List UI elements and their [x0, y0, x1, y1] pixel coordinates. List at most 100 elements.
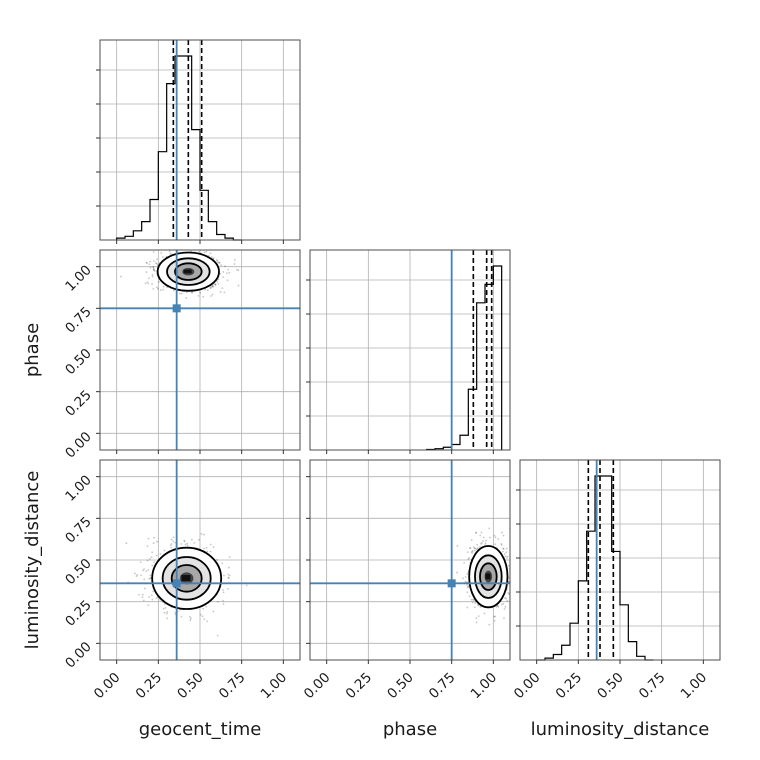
joint-geocent-time-vs-luminosity-distance-sample [189, 619, 192, 622]
joint-phase-vs-luminosity-distance-sample [473, 606, 476, 609]
joint-phase-vs-luminosity-distance-sample [470, 598, 473, 601]
joint-geocent-time-vs-phase-sample [197, 294, 200, 297]
joint-geocent-time-vs-luminosity-distance-sample [223, 574, 225, 577]
joint-phase-vs-luminosity-distance-sample [502, 547, 505, 550]
joint-geocent-time-vs-luminosity-distance-sample [170, 543, 173, 545]
joint-geocent-time-vs-phase-sample [172, 245, 174, 247]
joint-geocent-time-vs-phase-sample [172, 289, 175, 292]
ylabel-luminosity-distance: luminosity_distance [22, 471, 43, 650]
joint-geocent-time-vs-phase-sample [211, 284, 214, 287]
joint-geocent-time-vs-luminosity-distance-sample [153, 536, 155, 539]
xlabel-phase: phase [383, 719, 437, 740]
joint-phase-vs-luminosity-distance-sample [484, 542, 487, 545]
joint-geocent-time-vs-luminosity-distance-sample [138, 593, 140, 596]
joint-geocent-time-vs-phase-ytick-label-4: 1.00 [62, 262, 95, 295]
joint-phase-vs-luminosity-distance-sample [517, 574, 519, 576]
joint-phase-vs-luminosity-distance-sample [508, 576, 510, 579]
joint-geocent-time-vs-luminosity-distance-sample [183, 540, 186, 543]
joint-geocent-time-vs-luminosity-distance-sample [200, 532, 203, 535]
joint-geocent-time-vs-phase-sample [148, 263, 151, 266]
joint-geocent-time-vs-luminosity-distance-sample [152, 590, 155, 593]
joint-geocent-time-vs-luminosity-distance-sample [150, 556, 153, 559]
joint-phase-vs-luminosity-distance-sample [504, 605, 507, 608]
joint-phase-vs-luminosity-distance-sample [474, 602, 477, 604]
joint-geocent-time-vs-luminosity-distance-sample [180, 543, 183, 545]
joint-geocent-time-vs-phase-sample [219, 291, 222, 293]
joint-geocent-time-vs-phase-sample [198, 251, 200, 253]
joint-geocent-time-vs-luminosity-distance-xtick-label-1: 0.25 [133, 670, 166, 703]
joint-geocent-time-vs-phase-sample [237, 284, 240, 287]
joint-phase-vs-luminosity-distance-sample [472, 598, 474, 601]
joint-geocent-time-vs-luminosity-distance-sample [140, 574, 142, 577]
joint-geocent-time-vs-luminosity-distance-sample [155, 554, 158, 557]
joint-phase-vs-luminosity-distance-sample [477, 615, 480, 618]
joint-phase-vs-luminosity-distance-sample [462, 577, 465, 580]
joint-geocent-time-vs-phase-sample [216, 260, 219, 262]
joint-phase-vs-luminosity-distance-sample [497, 538, 499, 540]
joint-geocent-time-vs-phase-sample [156, 264, 159, 266]
joint-phase-vs-luminosity-distance-sample [503, 553, 506, 555]
joint-geocent-time-vs-phase-sample [175, 247, 177, 249]
joint-phase-vs-luminosity-distance-sample [517, 595, 519, 597]
joint-geocent-time-vs-phase-sample [162, 256, 164, 258]
joint-geocent-time-vs-luminosity-distance-sample [125, 542, 128, 545]
joint-geocent-time-vs-phase-sample [220, 264, 222, 267]
joint-geocent-time-vs-phase-sample [228, 271, 231, 274]
joint-geocent-time-vs-luminosity-distance-sample [153, 561, 155, 564]
joint-geocent-time-vs-phase-sample [151, 273, 154, 276]
joint-geocent-time-vs-luminosity-distance-sample [159, 553, 162, 555]
joint-geocent-time-vs-luminosity-distance-sample [227, 566, 230, 569]
joint-phase-vs-luminosity-distance-xtick-label-1: 0.25 [343, 670, 376, 703]
joint-geocent-time-vs-phase-sample [224, 265, 226, 268]
joint-geocent-time-vs-luminosity-distance-sample [166, 610, 169, 613]
joint-phase-vs-luminosity-distance-xtick-label-2: 0.50 [384, 670, 417, 703]
joint-geocent-time-vs-luminosity-distance-xtick-label-2: 0.50 [174, 670, 207, 703]
joint-phase-vs-luminosity-distance-sample [468, 557, 470, 559]
joint-geocent-time-vs-phase-sample [211, 286, 213, 288]
joint-phase-vs-luminosity-distance-xtick-label-3: 0.75 [426, 670, 459, 703]
joint-geocent-time-vs-phase-sample [191, 291, 194, 294]
joint-geocent-time-vs-luminosity-distance-sample [151, 598, 154, 601]
joint-geocent-time-vs-phase-sample [149, 260, 152, 263]
joint-geocent-time-vs-luminosity-distance-sample [186, 542, 189, 545]
joint-geocent-time-vs-luminosity-distance-sample [227, 587, 230, 590]
joint-phase-vs-luminosity-distance-sample [483, 612, 486, 615]
joint-geocent-time-vs-luminosity-distance-sample [133, 572, 136, 575]
joint-geocent-time-vs-phase-sample [188, 242, 190, 244]
joint-phase-vs-luminosity-distance-sample [505, 597, 508, 600]
joint-phase-vs-luminosity-distance-sample [473, 547, 476, 550]
joint-geocent-time-vs-luminosity-distance-sample [174, 611, 177, 614]
joint-geocent-time-vs-phase-sample [120, 275, 122, 278]
joint-phase-vs-luminosity-distance-xtick-label-0: 0.00 [301, 670, 334, 703]
joint-geocent-time-vs-phase-sample [151, 283, 153, 285]
joint-geocent-time-vs-luminosity-distance-sample [148, 596, 151, 598]
joint-geocent-time-vs-phase-sample [154, 262, 157, 264]
joint-phase-vs-luminosity-distance-sample [476, 548, 478, 551]
joint-geocent-time-vs-phase-sample [205, 250, 208, 253]
joint-geocent-time-vs-phase-cloud [120, 242, 240, 299]
joint-phase-vs-luminosity-distance-peak [485, 573, 491, 580]
joint-geocent-time-vs-phase-peak [183, 269, 192, 274]
xlabel-luminosity-distance: luminosity_distance [531, 719, 710, 740]
joint-geocent-time-vs-luminosity-distance-sample [222, 603, 225, 605]
joint-phase-vs-luminosity-distance-sample [502, 602, 505, 605]
joint-phase-vs-luminosity-distance-sample [474, 547, 477, 550]
joint-phase-vs-luminosity-distance-sample [471, 550, 473, 553]
joint-geocent-time-vs-phase-sample [202, 295, 205, 298]
joint-phase-vs-luminosity-distance-sample [516, 586, 518, 588]
joint-geocent-time-vs-luminosity-distance-sample [142, 599, 145, 602]
joint-phase-vs-luminosity-distance-sample [469, 547, 472, 549]
joint-geocent-time-vs-phase-sample [161, 247, 163, 249]
joint-phase-vs-luminosity-distance-sample [476, 543, 479, 546]
joint-geocent-time-vs-phase-ytick-label-1: 0.25 [62, 387, 95, 420]
joint-geocent-time-vs-luminosity-distance-sample [162, 607, 165, 610]
joint-geocent-time-vs-luminosity-distance-sample [203, 547, 206, 550]
joint-phase-vs-luminosity-distance-sample [480, 531, 483, 534]
joint-geocent-time-vs-luminosity-distance-sample [155, 597, 158, 600]
joint-geocent-time-vs-phase-ytick-label-0: 0.00 [62, 429, 95, 462]
joint-phase-vs-luminosity-distance-sample [508, 580, 510, 583]
joint-geocent-time-vs-luminosity-distance-sample [143, 578, 146, 581]
joint-phase-vs-luminosity-distance-sample [467, 558, 470, 561]
joint-geocent-time-vs-luminosity-distance-ytick-label-1: 0.25 [62, 597, 95, 630]
joint-geocent-time-vs-luminosity-distance-sample [222, 599, 224, 602]
